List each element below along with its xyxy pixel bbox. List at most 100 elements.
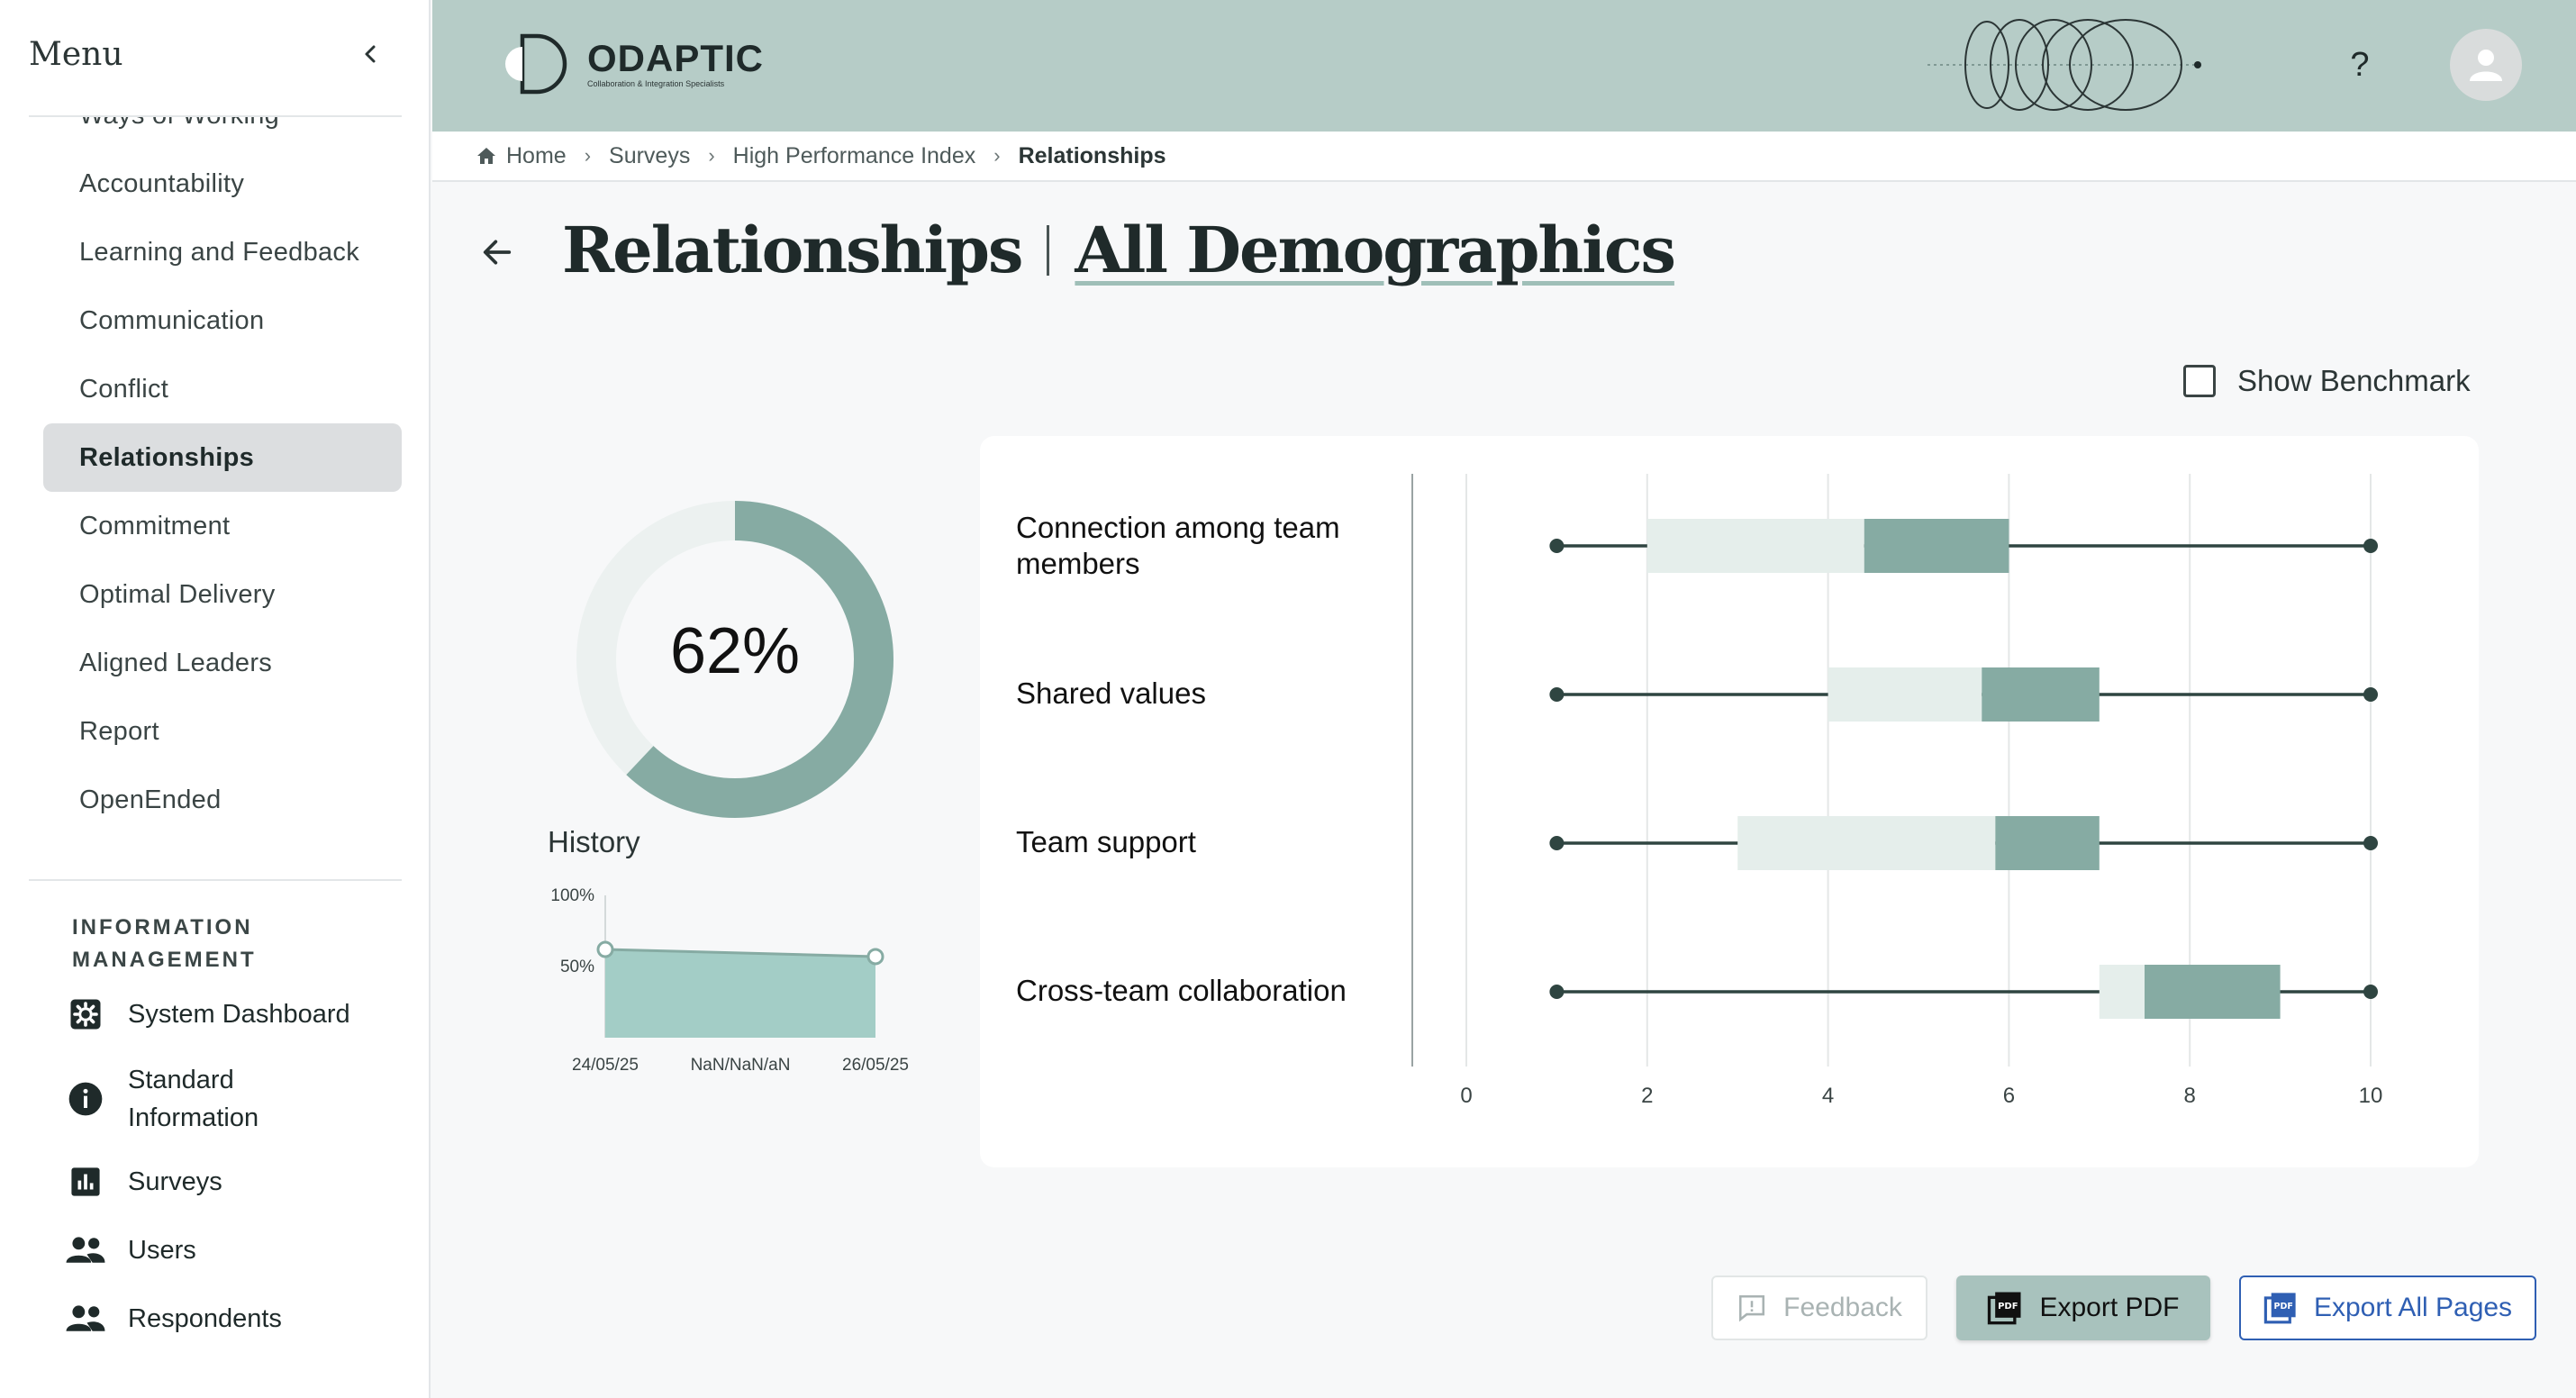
feedback-icon xyxy=(1737,1293,1767,1323)
history-y-tick: 100% xyxy=(550,886,594,905)
sidebar-item-relationships[interactable]: Relationships xyxy=(43,423,402,492)
logo-mark-icon xyxy=(505,33,567,95)
sidebar-item-respondents[interactable]: Respondents xyxy=(63,1294,423,1344)
decorative-circles-icon xyxy=(1927,19,2201,111)
info-icon xyxy=(63,1076,108,1121)
history-x-tick: NaN/NaN/aN xyxy=(691,1056,791,1075)
avatar[interactable] xyxy=(2450,29,2522,101)
info-management-list: System Dashboard Standard Information Su… xyxy=(63,989,423,1344)
sidebar-item-label: Respondents xyxy=(128,1304,282,1333)
sidebar-divider xyxy=(29,115,402,117)
history-area xyxy=(605,949,875,1038)
sidebar-item-label: Communication xyxy=(79,305,265,335)
sidebar-item-communication[interactable]: Communication xyxy=(43,286,402,355)
sidebar-item-openended[interactable]: OpenEnded xyxy=(43,766,402,834)
feedback-button[interactable]: Feedback xyxy=(1711,1275,1927,1340)
sidebar-divider xyxy=(29,879,402,881)
sidebar-item-report[interactable]: Report xyxy=(43,697,402,766)
x-tick-label: 8 xyxy=(2184,1084,2196,1108)
logo-name: ODAPTIC xyxy=(587,37,764,79)
export-pdf-label: Export PDF xyxy=(2039,1293,2180,1322)
gear-icon xyxy=(63,992,108,1037)
sidebar-item-label: Accountability xyxy=(79,168,245,198)
sidebar-item-label: Conflict xyxy=(79,374,169,404)
sidebar-item-commitment[interactable]: Commitment xyxy=(43,492,402,560)
score-value: 62% xyxy=(669,615,801,687)
top-header: ODAPTIC Collaboration & Integration Spec… xyxy=(432,0,2576,132)
sidebar-item-learning-and-feedback[interactable]: Learning and Feedback xyxy=(43,218,402,286)
demographics-selector[interactable]: All Demographics xyxy=(1075,213,1676,287)
chevron-left-icon xyxy=(365,45,376,63)
question-label: Connection among team members xyxy=(1016,511,1340,580)
breadcrumb-separator-icon: › xyxy=(993,144,1001,167)
benchmark-label: Show Benchmark xyxy=(2237,364,2471,397)
box-lower[interactable] xyxy=(2099,965,2145,1019)
checkbox-icon[interactable] xyxy=(2183,365,2216,397)
box-lower[interactable] xyxy=(1737,816,1996,870)
breadcrumb-home[interactable]: Home xyxy=(476,143,567,169)
breadcrumb: Home › Surveys › High Performance Index … xyxy=(432,132,2576,182)
question-label: Team support xyxy=(1016,825,1196,858)
sidebar-item-label: Aligned Leaders xyxy=(79,648,273,677)
home-icon xyxy=(477,148,495,164)
title-separator xyxy=(1047,224,1050,276)
export-all-pages-button[interactable]: PDF Export All Pages xyxy=(2239,1275,2536,1340)
sidebar-item-label: Standard Information xyxy=(128,1066,259,1132)
sidebar-item-aligned-leaders[interactable]: Aligned Leaders xyxy=(43,629,402,697)
breadcrumb-separator-icon: › xyxy=(584,144,592,167)
pdf-icon: PDF xyxy=(1987,1290,2023,1326)
x-tick-label: 6 xyxy=(2003,1084,2015,1108)
logo-tagline: Collaboration & Integration Specialists xyxy=(587,79,725,88)
sidebar-item-ways-of-working[interactable]: Ways of Working xyxy=(43,117,402,150)
history-label: History xyxy=(548,825,640,858)
box-lower[interactable] xyxy=(1646,519,1864,573)
sidebar-item-users[interactable]: Users xyxy=(63,1225,423,1275)
pdf-icon: PDF xyxy=(2263,1291,2298,1325)
sidebar-item-optimal-delivery[interactable]: Optimal Delivery xyxy=(43,560,402,629)
user-avatar-icon xyxy=(2470,50,2502,81)
question-label: Cross-team collaboration xyxy=(1016,974,1347,1007)
sidebar-item-label: Users xyxy=(128,1236,196,1265)
sidebar-item-accountability[interactable]: Accountability xyxy=(43,150,402,218)
sidebar-item-label: Relationships xyxy=(79,442,255,472)
box-upper[interactable] xyxy=(1995,816,2100,870)
breadcrumb-surveys[interactable]: Surveys xyxy=(609,142,691,168)
x-tick-label: 4 xyxy=(1822,1084,1834,1108)
back-button[interactable] xyxy=(472,227,522,277)
page-title-text: Relationships xyxy=(562,213,1023,287)
sidebar-item-label: OpenEnded xyxy=(79,785,222,814)
x-tick-label: 2 xyxy=(1641,1084,1653,1108)
feedback-label: Feedback xyxy=(1783,1293,1902,1322)
breadcrumb-current: Relationships xyxy=(1018,142,1166,168)
history-y-tick: 50% xyxy=(560,958,594,976)
box-lower[interactable] xyxy=(1828,667,1982,722)
box-upper[interactable] xyxy=(1864,519,2009,573)
help-button[interactable]: ? xyxy=(2350,45,2370,84)
sidebar-item-label: System Dashboard xyxy=(128,1000,350,1029)
collapse-sidebar-button[interactable] xyxy=(353,36,389,72)
export-pdf-button[interactable]: PDF Export PDF xyxy=(1956,1275,2210,1340)
whisker-min-point xyxy=(1549,985,1565,999)
box-upper[interactable] xyxy=(1982,667,2100,722)
history-point[interactable] xyxy=(596,940,614,958)
whisker-max-point xyxy=(2363,836,2378,850)
bar-chart-icon xyxy=(63,1159,108,1204)
sidebar-item-label: Commitment xyxy=(79,511,231,540)
history-x-tick: 24/05/25 xyxy=(572,1056,639,1075)
boxplot-chart: 0 2 4 6 8 10 xyxy=(1411,474,2382,1108)
sidebar-item-system-dashboard[interactable]: System Dashboard xyxy=(63,989,423,1039)
whisker-min-point xyxy=(1549,836,1565,850)
show-benchmark-checkbox[interactable]: Show Benchmark xyxy=(2183,364,2471,398)
sidebar-item-label: Ways of Working xyxy=(79,117,279,131)
breadcrumb-high-performance-index[interactable]: High Performance Index xyxy=(732,142,976,168)
sidebar-item-conflict[interactable]: Conflict xyxy=(43,355,402,423)
box-upper[interactable] xyxy=(2145,965,2281,1019)
svg-text:PDF: PDF xyxy=(1999,1302,2018,1312)
donut-value-arc xyxy=(576,501,893,818)
whisker-max-point xyxy=(2363,687,2378,702)
sidebar-item-surveys[interactable]: Surveys xyxy=(63,1157,423,1207)
history-point[interactable] xyxy=(866,948,884,966)
sidebar-item-standard-information[interactable]: Standard Information xyxy=(63,1058,423,1140)
whisker-min-point xyxy=(1549,687,1565,702)
odaptic-logo[interactable]: ODAPTIC Collaboration & Integration Spec… xyxy=(501,32,764,95)
